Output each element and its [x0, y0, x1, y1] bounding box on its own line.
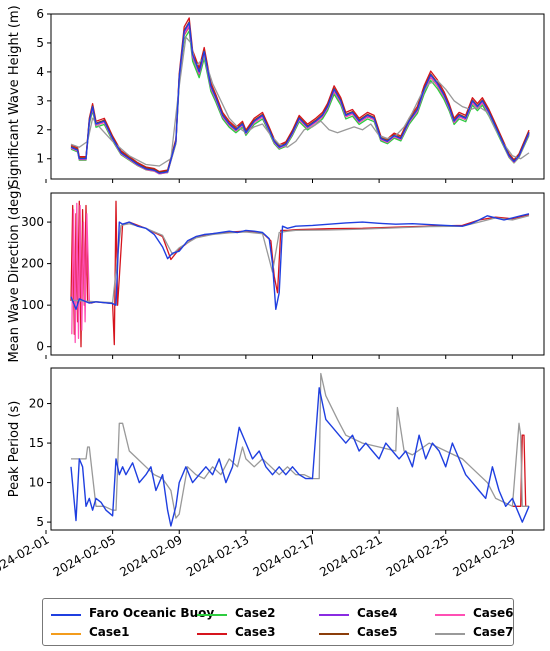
legend-swatch: [197, 633, 227, 635]
legend-label: Faro Oceanic Buoy: [89, 606, 215, 620]
x-tick-label: 2024-02-09: [117, 532, 184, 579]
legend-swatch: [51, 614, 81, 616]
x-tick-label: 2024-02-21: [317, 532, 384, 579]
y-axis-label: Peak Period (s): [7, 401, 22, 498]
series-case3: [70, 17, 530, 173]
y-tick-label: 2: [36, 123, 44, 137]
x-tick-label: 2024-02-17: [251, 532, 318, 579]
series-case6: [70, 24, 530, 175]
plot-frame: [50, 367, 545, 531]
panel-3-series: [70, 372, 530, 527]
plot-frame: [50, 192, 545, 356]
legend-swatch: [319, 633, 349, 635]
series-case2: [70, 30, 530, 175]
y-axis-label: Significant Wave Height (m): [7, 5, 22, 187]
series-case5: [70, 21, 530, 173]
x-tick-label: 2024-02-13: [184, 532, 251, 579]
series-case7: [71, 372, 529, 519]
legend-swatch: [435, 614, 465, 616]
legend: Faro Oceanic Buoy Case1 Case2 Case3 Case4 Cas…: [42, 598, 514, 646]
y-tick-label: 300: [21, 215, 44, 229]
y-axis-label: Mean Wave Direction (deg): [7, 186, 22, 363]
series-faro-oceanic-buoy: [70, 22, 530, 174]
y-tick-label: 200: [21, 257, 44, 271]
legend-swatch: [319, 614, 349, 616]
panel-2-series: [70, 200, 530, 348]
y-tick-label: 20: [29, 397, 44, 411]
legend-label: Case3: [235, 625, 276, 639]
x-tick-label: 2024-02-05: [51, 532, 118, 579]
legend-label: Case6: [473, 606, 514, 620]
series-case6: [71, 202, 90, 344]
series-case7: [70, 36, 530, 167]
y-tick-label: 4: [36, 65, 44, 79]
y-tick-label: 10: [29, 476, 44, 490]
x-tick-label: 2024-02-25: [384, 532, 451, 579]
legend-label: Case5: [357, 625, 398, 639]
x-tick-label: 2024-02-01: [0, 532, 52, 579]
legend-swatch: [435, 633, 465, 635]
legend-swatch: [51, 633, 81, 635]
series-case1: [70, 26, 530, 174]
series-case3: [70, 200, 530, 348]
series-case7: [70, 215, 530, 304]
series-case4: [70, 25, 530, 175]
y-tick-label: 3: [36, 94, 44, 108]
legend-label: Case4: [357, 606, 398, 620]
panel-1-series: [70, 17, 530, 175]
legend-swatch: [197, 614, 227, 616]
x-tick-label: 2024-02-29: [450, 532, 517, 579]
legend-label: Case2: [235, 606, 276, 620]
legend-label: Case7: [473, 625, 514, 639]
y-tick-label: 5: [36, 515, 44, 529]
panel-3: 5 10 15 20 Peak Period (s): [7, 367, 545, 534]
y-tick-label: 6: [36, 7, 44, 21]
series-faro-oceanic-buoy: [70, 387, 530, 527]
y-tick-label: 5: [36, 36, 44, 50]
y-tick-label: 0: [36, 340, 44, 354]
y-tick-label: 15: [29, 436, 44, 450]
series-faro-oceanic-buoy: [70, 213, 530, 310]
y-tick-label: 1: [36, 152, 44, 166]
legend-label: Case1: [89, 625, 130, 639]
plot-frame: [50, 13, 545, 180]
y-tick-label: 100: [21, 298, 44, 312]
panel-1: 1 2 3 4 5 6 Significant Wave Height (m): [7, 5, 545, 188]
